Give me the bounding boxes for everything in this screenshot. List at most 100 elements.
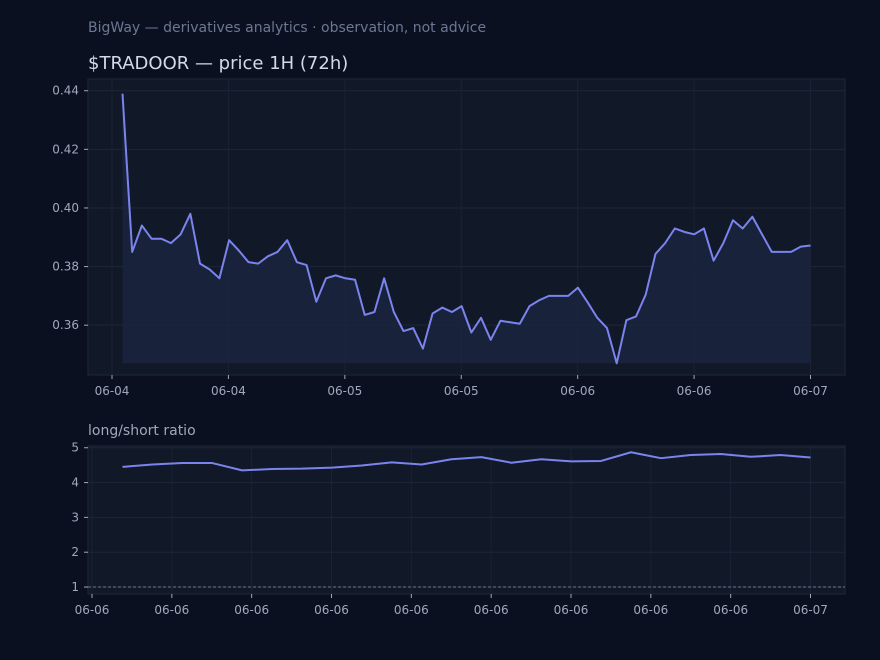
y-tick-label: 0.44 xyxy=(52,84,79,98)
data-point xyxy=(180,233,182,235)
y-tick-label: 3 xyxy=(71,510,79,524)
data-point xyxy=(660,457,662,459)
data-point xyxy=(441,307,443,309)
data-point xyxy=(596,317,598,319)
ratio-chart-title: long/short ratio xyxy=(88,423,196,439)
data-point xyxy=(519,323,521,325)
data-point xyxy=(645,293,647,295)
data-point xyxy=(509,321,511,323)
y-tick-label: 4 xyxy=(71,476,79,490)
series-area-fill xyxy=(122,93,811,364)
data-point xyxy=(393,311,395,313)
x-tick-label: 06-06 xyxy=(554,603,589,617)
data-point xyxy=(361,465,363,467)
x-tick-label: 06-06 xyxy=(474,603,509,617)
data-point xyxy=(218,277,220,279)
y-tick-label: 5 xyxy=(71,441,79,455)
x-tick-label: 06-07 xyxy=(793,603,828,617)
data-point xyxy=(335,274,337,276)
data-point xyxy=(470,332,472,334)
data-point xyxy=(528,305,530,307)
x-tick-label: 06-04 xyxy=(95,384,130,398)
data-point xyxy=(761,233,763,235)
data-point xyxy=(616,362,618,364)
data-point xyxy=(391,461,393,463)
data-point xyxy=(567,295,569,297)
y-tick-label: 0.38 xyxy=(52,260,79,274)
data-point xyxy=(325,277,327,279)
data-point xyxy=(364,314,366,316)
data-point xyxy=(160,238,162,240)
data-point xyxy=(141,225,143,227)
x-tick-label: 06-06 xyxy=(713,603,748,617)
data-point xyxy=(412,327,414,329)
x-tick-label: 06-07 xyxy=(793,384,828,398)
data-point xyxy=(577,287,579,289)
series-line xyxy=(122,451,811,472)
data-point xyxy=(296,261,298,263)
data-point xyxy=(499,320,501,322)
data-point xyxy=(271,468,273,470)
data-point xyxy=(674,227,676,229)
data-point xyxy=(286,239,288,241)
data-point xyxy=(480,317,482,319)
data-point xyxy=(421,463,423,465)
data-point xyxy=(684,231,686,233)
x-tick-label: 06-06 xyxy=(394,603,429,617)
x-tick-label: 06-05 xyxy=(327,384,362,398)
data-point xyxy=(151,463,153,465)
data-point xyxy=(383,277,385,279)
data-point xyxy=(510,462,512,464)
data-point xyxy=(750,456,752,458)
data-point xyxy=(122,466,124,468)
data-point xyxy=(228,239,230,241)
price-chart-title: $TRADOOR — price 1H (72h) xyxy=(88,53,349,74)
data-point xyxy=(693,233,695,235)
data-point xyxy=(480,456,482,458)
data-point xyxy=(241,469,243,471)
data-point xyxy=(722,242,724,244)
data-point xyxy=(247,261,249,263)
data-point xyxy=(630,451,632,453)
data-point xyxy=(151,238,153,240)
data-point xyxy=(122,93,124,95)
data-point xyxy=(751,216,753,218)
x-tick-label: 06-06 xyxy=(677,384,712,398)
x-tick-label: 06-06 xyxy=(314,603,349,617)
data-point xyxy=(131,251,133,253)
data-point xyxy=(625,319,627,321)
data-point xyxy=(690,454,692,456)
data-point xyxy=(181,462,183,464)
page-subtitle: BigWay — derivatives analytics · observa… xyxy=(88,20,487,36)
x-tick-label: 06-06 xyxy=(234,603,269,617)
data-point xyxy=(490,339,492,341)
data-point xyxy=(315,301,317,303)
data-point xyxy=(257,263,259,265)
data-point xyxy=(211,462,213,464)
data-point xyxy=(189,213,191,215)
data-point xyxy=(373,311,375,313)
data-point xyxy=(703,227,705,229)
data-point xyxy=(199,263,201,265)
plot-area-1 xyxy=(87,445,846,595)
data-point xyxy=(277,251,279,253)
data-point xyxy=(209,268,211,270)
data-point xyxy=(606,327,608,329)
data-point xyxy=(451,311,453,313)
data-point xyxy=(538,299,540,301)
data-point xyxy=(635,315,637,317)
data-point xyxy=(238,249,240,251)
x-tick-label: 06-06 xyxy=(560,384,595,398)
data-point xyxy=(600,460,602,462)
data-point xyxy=(780,454,782,456)
data-point xyxy=(451,458,453,460)
data-point xyxy=(570,460,572,462)
data-point xyxy=(810,244,812,246)
data-point xyxy=(664,242,666,244)
x-tick-label: 06-06 xyxy=(154,603,189,617)
data-point xyxy=(403,330,405,332)
data-point xyxy=(548,295,550,297)
data-point xyxy=(780,251,782,253)
x-tick-label: 06-05 xyxy=(444,384,479,398)
data-point xyxy=(540,458,542,460)
